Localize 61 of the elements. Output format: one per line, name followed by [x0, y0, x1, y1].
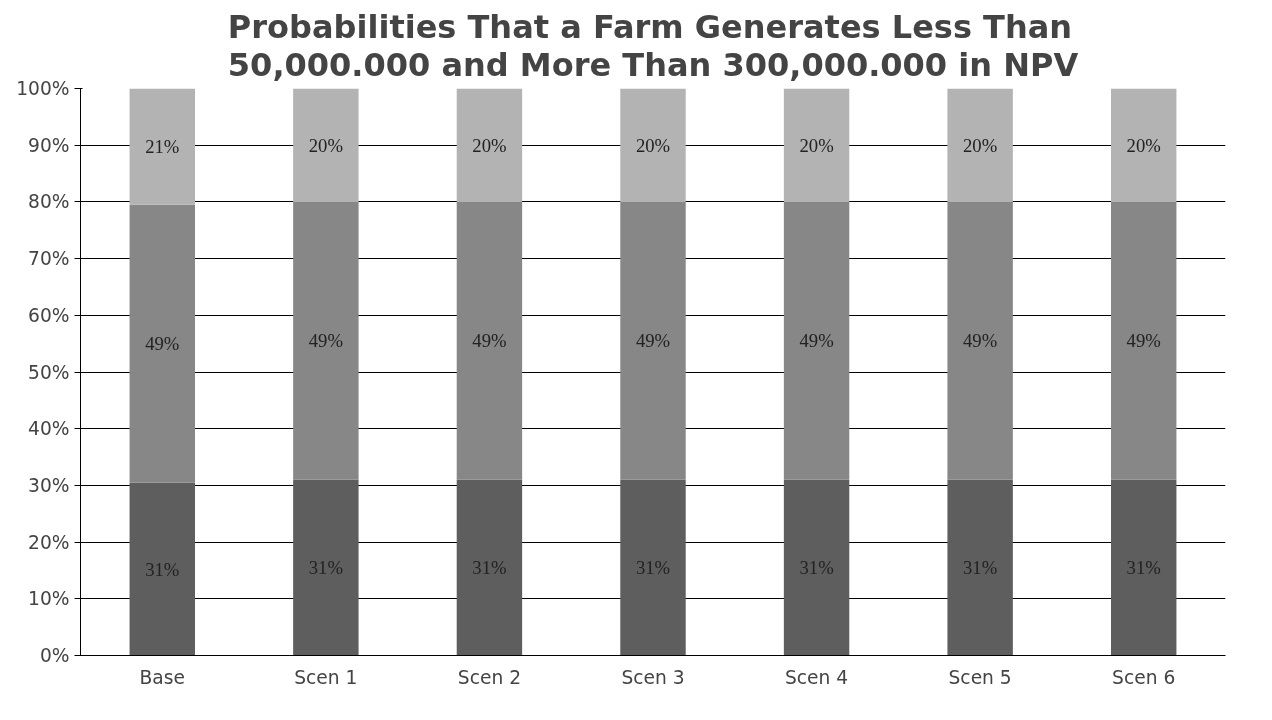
data-label: 31%	[635, 557, 671, 579]
x-tick-label: Scen 2	[457, 666, 522, 688]
y-tick-label: 20%	[28, 531, 70, 553]
bar	[129, 88, 195, 205]
y-tick-label: 70%	[28, 248, 70, 270]
bar	[1111, 201, 1177, 480]
y-tick-label: 40%	[28, 418, 70, 440]
data-label: 20%	[963, 134, 998, 156]
data-label: 49%	[635, 330, 671, 352]
chart-title: Probabilities That a Farm Generates Less Than 50,000.000 and More Than 300,000.000 in NPV	[227, 7, 1079, 84]
bar	[620, 88, 686, 202]
data-label: 31%	[963, 557, 998, 579]
data-label: 31%	[472, 557, 507, 579]
data-label: 49%	[472, 330, 507, 352]
data-label: 21%	[145, 136, 180, 158]
data-label: 31%	[1126, 557, 1161, 579]
data-label: 49%	[1126, 330, 1161, 352]
bar	[947, 88, 1013, 202]
data-label: 20%	[799, 134, 834, 156]
bar	[293, 88, 359, 202]
bar	[293, 479, 359, 656]
x-tick-label: Scen 5	[948, 666, 1012, 688]
data-label: 20%	[472, 134, 507, 156]
data-label: 49%	[145, 333, 180, 355]
y-tick-label: 0%	[39, 645, 70, 666]
y-tick-label: 100%	[16, 78, 70, 99]
y-tick-label: 90%	[28, 134, 70, 156]
bar	[129, 482, 195, 656]
y-tick-label: 30%	[28, 474, 70, 496]
bar	[129, 204, 195, 483]
data-label: 20%	[1126, 134, 1161, 156]
bar	[1111, 88, 1177, 202]
bar	[456, 88, 523, 202]
bar	[783, 201, 850, 480]
x-tick-label: Scen 1	[294, 666, 358, 688]
data-label: 31%	[308, 557, 343, 579]
data-label: 49%	[308, 330, 343, 352]
bar	[783, 479, 850, 656]
bar	[456, 201, 523, 480]
x-tick-label: Scen 4	[784, 666, 849, 688]
bar	[620, 479, 686, 656]
x-tick-label: Scen 3	[621, 666, 685, 688]
bar	[293, 201, 359, 480]
data-label: 31%	[145, 558, 180, 580]
bar	[947, 479, 1013, 656]
data-label: 49%	[963, 330, 998, 352]
bar	[783, 88, 850, 202]
bar	[1111, 479, 1177, 656]
x-tick-label: Scen 6	[1112, 666, 1176, 688]
bar	[620, 201, 686, 480]
y-tick-label: 50%	[28, 361, 70, 383]
data-label: 20%	[308, 134, 343, 156]
data-label: 49%	[799, 330, 834, 352]
data-label: 20%	[635, 134, 671, 156]
bar	[456, 479, 523, 656]
x-tick-label: Base	[139, 666, 186, 688]
data-label: 31%	[799, 557, 834, 579]
y-tick-label: 80%	[28, 191, 70, 213]
y-tick-label: 10%	[28, 588, 70, 610]
y-tick-label: 60%	[28, 304, 70, 326]
bar	[947, 201, 1013, 480]
